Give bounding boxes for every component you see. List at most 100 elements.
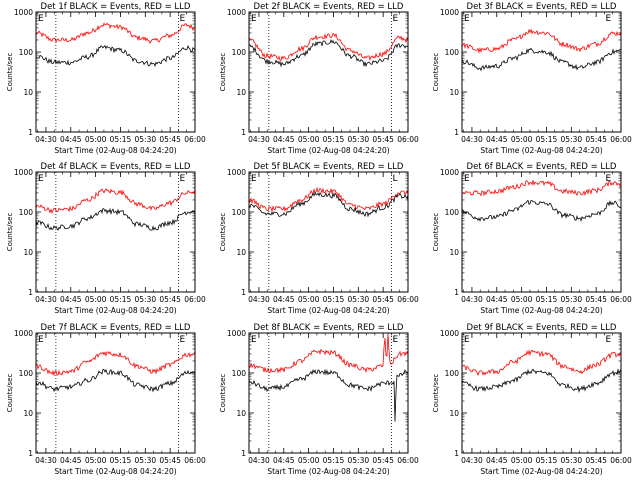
y-tick-label: 1 — [454, 128, 459, 137]
y-tick-label: 1 — [241, 449, 246, 458]
y-tick-label: 100 — [19, 208, 34, 217]
y-tick-label: 10 — [236, 409, 246, 418]
x-tick-label: 04:45 — [60, 456, 82, 465]
chart-panel-2: Det 2f BLACK = Events, RED = LLD Counts/s… — [219, 2, 419, 155]
x-tick-label: 05:15 — [110, 456, 132, 465]
y-tick-label: 100 — [445, 48, 460, 57]
lld-series-line — [35, 22, 196, 44]
plot-frame — [461, 332, 622, 454]
x-tick-label: 05:45 — [372, 295, 394, 304]
x-axis-label: Start Time (02-Aug-08 04:24:20) — [267, 467, 389, 476]
marker-label-left: E — [464, 14, 470, 24]
y-tick-label: 1000 — [227, 8, 246, 17]
y-tick-label: 1000 — [14, 8, 33, 17]
lld-series-line — [461, 180, 622, 197]
marker-label-left: E — [464, 174, 470, 184]
marker-label-right: E — [605, 14, 611, 24]
y-axis-label: Counts/sec — [432, 53, 440, 92]
y-tick-label: 1 — [28, 288, 33, 297]
chart-title: Det 2f BLACK = Events, RED = LLD — [254, 2, 404, 12]
plot-frame — [248, 171, 409, 293]
y-tick-label: 10 — [23, 248, 33, 257]
x-axis-label: Start Time (02-Aug-08 04:24:20) — [480, 306, 602, 315]
x-tick-label: 05:30 — [561, 295, 583, 304]
y-tick-label: 10 — [23, 88, 33, 97]
x-tick-label: 05:15 — [323, 295, 345, 304]
x-tick-label: 05:15 — [110, 135, 132, 144]
y-tick-label: 100 — [445, 208, 460, 217]
lld-series-line — [35, 351, 196, 377]
x-tick-label: 05:30 — [135, 135, 157, 144]
marker-label-right: E — [605, 335, 611, 345]
events-series-line — [461, 47, 622, 72]
y-tick-label: 1000 — [227, 329, 246, 338]
plot-frame — [461, 171, 622, 293]
events-series-line — [461, 368, 622, 394]
x-axis-label: Start Time (02-Aug-08 04:24:20) — [480, 467, 602, 476]
chart-title: Det 4f BLACK = Events, RED = LLD — [41, 162, 191, 172]
y-axis-label: Counts/sec — [219, 53, 227, 92]
events-series-line — [35, 207, 196, 232]
x-tick-label: 05:15 — [536, 135, 558, 144]
events-series-line — [35, 44, 196, 68]
marker-label-left: E — [251, 14, 257, 24]
y-tick-label: 100 — [19, 369, 34, 378]
y-tick-label: 10 — [449, 409, 459, 418]
marker-label-left: E — [251, 174, 257, 184]
y-axis-label: Counts/sec — [6, 53, 14, 92]
chart-panel-1: Det 1f BLACK = Events, RED = LLD Counts/s… — [6, 2, 206, 155]
x-tick-label: 05:45 — [159, 135, 181, 144]
y-tick-label: 100 — [19, 48, 34, 57]
x-tick-label: 05:45 — [159, 456, 181, 465]
chart-panel-7: Det 7f BLACK = Events, RED = LLD Counts/s… — [6, 323, 206, 476]
events-series-line — [461, 199, 622, 222]
chart-title: Det 7f BLACK = Events, RED = LLD — [41, 323, 191, 333]
x-tick-label: 05:00 — [85, 135, 107, 144]
chart-title: Det 3f BLACK = Events, RED = LLD — [467, 2, 617, 12]
x-tick-label: 05:30 — [135, 456, 157, 465]
y-tick-label: 10 — [449, 88, 459, 97]
chart-panel-8: Det 8f BLACK = Events, RED = LLD Counts/s… — [219, 323, 419, 476]
x-tick-label: 05:30 — [561, 135, 583, 144]
x-axis-label: Start Time (02-Aug-08 04:24:20) — [267, 306, 389, 315]
chart-title: Det 1f BLACK = Events, RED = LLD — [41, 2, 191, 12]
x-tick-label: 06:00 — [610, 135, 632, 144]
chart-panel-6: Det 6f BLACK = Events, RED = LLD Counts/s… — [432, 162, 632, 315]
events-series-line — [35, 368, 196, 393]
x-axis-label: Start Time (02-Aug-08 04:24:20) — [267, 146, 389, 155]
x-tick-label: 06:00 — [184, 456, 206, 465]
x-tick-label: 06:00 — [184, 295, 206, 304]
y-tick-label: 100 — [232, 208, 247, 217]
x-tick-label: 05:15 — [536, 456, 558, 465]
y-tick-label: 1 — [241, 128, 246, 137]
x-tick-label: 06:00 — [397, 456, 419, 465]
marker-label-right: E — [179, 174, 185, 184]
lld-series-line — [35, 188, 196, 215]
x-tick-label: 04:30 — [461, 295, 483, 304]
x-tick-label: 04:45 — [60, 135, 82, 144]
x-tick-label: 05:45 — [372, 135, 394, 144]
x-axis-label: Start Time (02-Aug-08 04:24:20) — [54, 306, 176, 315]
x-tick-label: 05:45 — [585, 295, 607, 304]
chart-panel-4: Det 4f BLACK = Events, RED = LLD Counts/s… — [6, 162, 206, 315]
marker-label-left: E — [38, 174, 44, 184]
x-tick-label: 04:45 — [273, 135, 295, 144]
events-series-line — [248, 191, 409, 218]
x-tick-label: 04:30 — [248, 295, 270, 304]
plot-frame — [35, 171, 196, 293]
x-tick-label: 05:15 — [323, 135, 345, 144]
marker-label-right: E — [179, 335, 185, 345]
x-tick-label: 04:45 — [60, 295, 82, 304]
x-tick-label: 06:00 — [184, 135, 206, 144]
y-tick-label: 1000 — [440, 168, 459, 177]
y-tick-label: 1000 — [440, 329, 459, 338]
x-tick-label: 06:00 — [397, 135, 419, 144]
chart-title: Det 5f BLACK = Events, RED = LLD — [254, 162, 404, 172]
y-tick-label: 10 — [236, 88, 246, 97]
y-tick-label: 1000 — [227, 168, 246, 177]
y-tick-label: 1 — [28, 128, 33, 137]
x-tick-label: 05:15 — [323, 456, 345, 465]
plot-frame — [248, 11, 409, 133]
x-tick-label: 05:15 — [536, 295, 558, 304]
